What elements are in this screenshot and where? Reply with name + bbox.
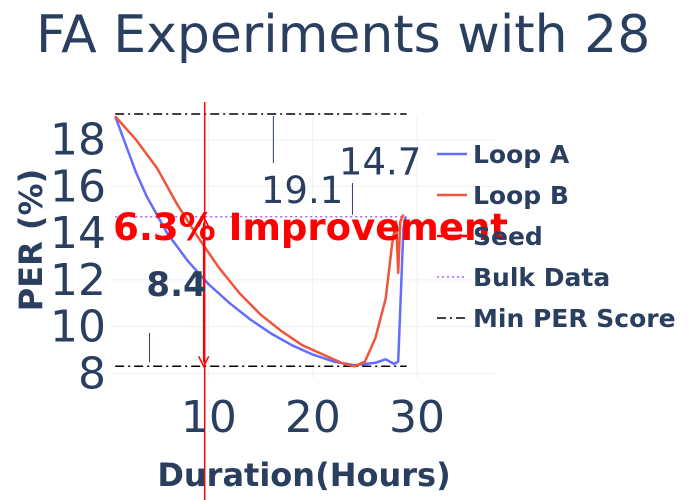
x-tick-label: 30 [389,392,445,443]
legend-item: Min PER Score [437,304,676,333]
annotation-14-7: 14.7 [339,141,421,184]
y-axis-title: PER (%) [12,169,50,311]
legend-item: Loop A [437,140,570,169]
y-tick-label: 16 [50,161,106,212]
x-tick-label: 20 [285,392,341,443]
y-tick-label: 10 [50,302,106,353]
improvement-label: 6.3% Improvement [113,206,508,249]
improvement-arrow-head-up [198,215,210,228]
chart-title: FA Experiments with 28 [36,5,650,65]
loop-a-line [114,115,407,367]
x-axis-title: Duration(Hours) [157,456,450,494]
legend-label: Bulk Data [473,263,610,292]
y-tick-label: 18 [50,115,106,166]
y-tick-label: 14 [50,208,106,259]
legend-label: Loop A [473,140,570,169]
legend-label: Seed [473,222,543,251]
annotation-19-1: 19.1 [261,169,343,212]
legend-item: Bulk Data [437,263,610,292]
x-tick-label: 10 [181,392,237,443]
series-layer [114,102,407,500]
legend-label: Min PER Score [473,304,676,333]
legend: Loop A Loop B Seed Bulk Data Min PER Score [437,140,676,333]
legend-label: Loop B [473,181,569,210]
annotation-layer: 14.719.1 8.4 6.3% Improvement [113,116,508,368]
annotation-8-4: 8.4 [146,265,206,305]
grid-layer [110,114,495,378]
y-tick-label: 8 [78,348,106,399]
y-tick-label: 12 [50,255,106,306]
improvement-arrow-head-down [198,355,210,368]
loop-b-line [114,115,405,368]
legend-item: Seed [437,222,543,251]
legend-item: Loop B [437,181,569,210]
